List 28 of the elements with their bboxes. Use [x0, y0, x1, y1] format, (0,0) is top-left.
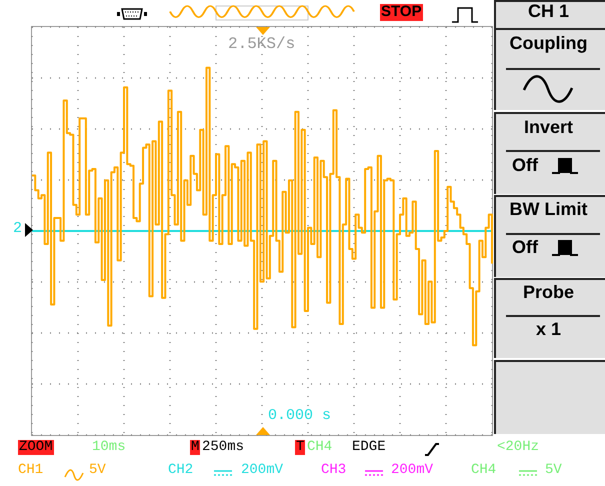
text: CH2 — [168, 462, 194, 478]
text: 200mV — [391, 462, 434, 478]
text: STOP — [380, 3, 423, 20]
text: x 1 — [534, 319, 562, 340]
text: 0.000 s — [268, 407, 332, 424]
text: Coupling — [508, 33, 588, 54]
text: T — [295, 439, 306, 456]
text: CH4 — [307, 439, 332, 456]
text: CH3 — [321, 462, 346, 478]
text: 5V — [89, 462, 106, 478]
text: 5V — [545, 462, 562, 478]
text: 200mV — [241, 462, 284, 478]
text: ZOOM — [18, 439, 54, 456]
text: BW Limit — [508, 199, 588, 220]
text: M — [190, 439, 200, 456]
text: Probe — [522, 282, 575, 303]
text: CH1 — [18, 462, 44, 478]
text: 250ms — [202, 439, 244, 456]
text: EDGE — [352, 439, 386, 456]
text: 2.5KS/s — [228, 35, 296, 54]
text: Off — [512, 237, 538, 258]
text: Off — [512, 155, 538, 176]
text: CH4 — [471, 462, 496, 478]
text: Invert — [522, 117, 574, 138]
text: 10ms — [92, 439, 126, 456]
text: 2 — [13, 220, 22, 238]
text: CH 1 — [526, 1, 570, 22]
text: <20Hz — [497, 439, 540, 456]
